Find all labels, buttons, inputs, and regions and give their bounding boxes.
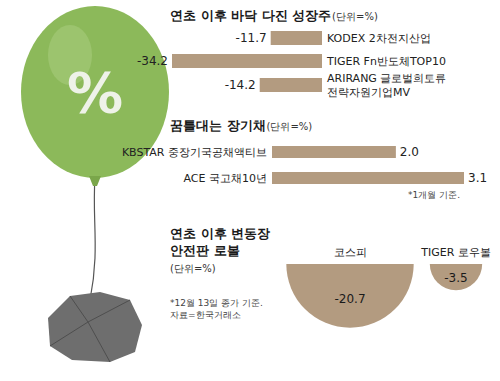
data-label: -20.7: [334, 292, 365, 306]
data-label: 3.1: [468, 171, 487, 185]
category-label: TIGER 로우볼: [420, 246, 491, 259]
bar: [172, 54, 322, 68]
annotation: 자료=한국거래소: [170, 310, 241, 320]
chart-title: 연초 이후 변동장: [170, 226, 270, 241]
chart-0: 연초 이후 바닥 다진 성장주(단위=%) KODEX 2차전지산업 -11.7 TI…: [137, 8, 446, 99]
chart-2: 연초 이후 변동장안전판 로볼 (단위=%) 코스피 -20.7 TIGER 로우볼 -3…: [170, 226, 491, 328]
canvas: %연초 이후 바닥 다진 성장주(단위=%)KODEX 2차전지산업-11.7T…: [0, 0, 500, 381]
category-label: ARIRANG 글로벌희토류: [327, 72, 446, 85]
annotation: *12월 13일 종가 기준.: [170, 298, 263, 308]
bars: [272, 146, 464, 184]
data-label: 2.0: [400, 145, 419, 159]
chart-title: 꿈틀대는 장기채: [170, 118, 266, 133]
chart-subtitle: (단위=%): [332, 11, 378, 22]
balloon-illustration: %: [21, 6, 169, 362]
chart-title: 안전판 로볼: [170, 243, 240, 258]
semicircle: [286, 264, 413, 328]
bars: [172, 31, 322, 92]
category-label: ACE 국고채10년: [184, 172, 267, 185]
annotation: *1개월 기준.: [408, 190, 460, 200]
bar: [260, 78, 322, 92]
category-label: 전략자원기업MV: [327, 86, 410, 99]
data-label: -14.2: [225, 78, 256, 92]
background: [0, 0, 500, 381]
data-label: -3.5: [444, 271, 467, 285]
rock-facets: [50, 296, 130, 362]
balloon-symbol: %: [67, 60, 123, 125]
data-label: -34.2: [137, 54, 168, 68]
chart-1: 꿈틀대는 장기채(단위=%) KBSTAR 중장기국공채액티브 2.0 ACE 국고채…: [122, 118, 487, 200]
category-label: 코스피: [334, 246, 367, 259]
category-label: TIGER Fn반도체TOP10: [326, 55, 446, 68]
bar: [271, 31, 322, 45]
category-label: KODEX 2차전지산업: [327, 32, 431, 45]
bar: [272, 172, 464, 184]
chart-subtitle: (단위=%): [267, 121, 313, 132]
balloon-string: [90, 178, 95, 300]
chart-title: 연초 이후 바닥 다진 성장주: [170, 8, 331, 23]
balloon-knot: [89, 176, 101, 186]
data-label: -11.7: [236, 31, 267, 45]
rock: [48, 292, 142, 362]
chart-subtitle: (단위=%): [170, 263, 216, 274]
category-label: KBSTAR 중장기국공채액티브: [122, 146, 267, 159]
semicircle: [430, 264, 482, 290]
bar: [272, 146, 396, 158]
semicircles: [286, 264, 482, 328]
